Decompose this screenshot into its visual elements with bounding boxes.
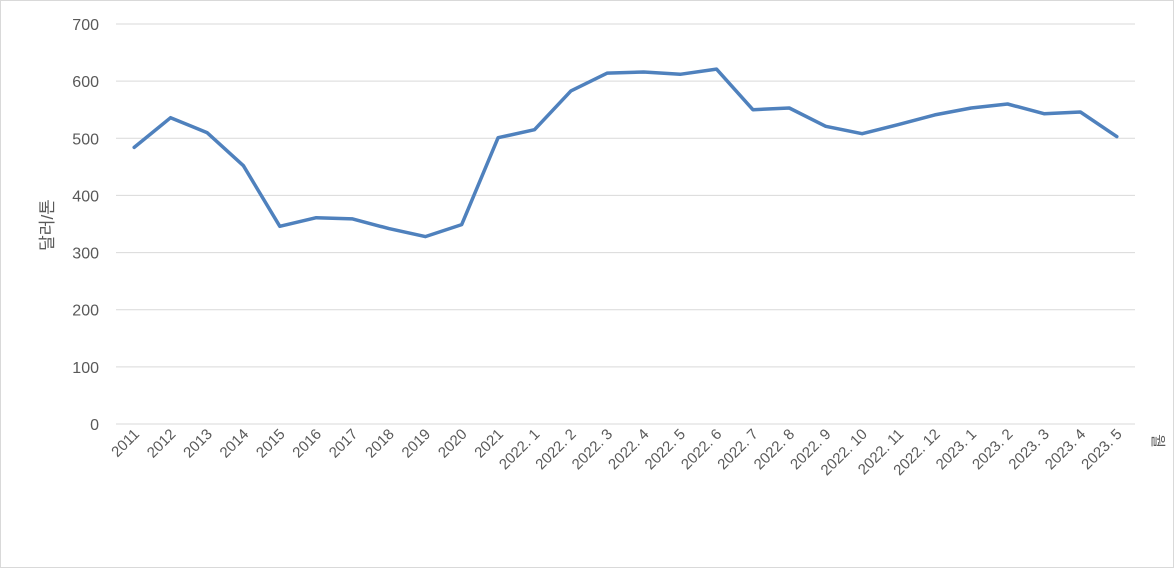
y-tick-label: 400 xyxy=(72,188,99,205)
data-point xyxy=(205,131,208,134)
data-point xyxy=(715,68,718,71)
data-point xyxy=(897,123,900,126)
data-point xyxy=(315,216,318,219)
y-tick-label: 200 xyxy=(72,303,99,320)
x-tick-label: 2017 xyxy=(326,426,362,462)
x-tick-label: 2015 xyxy=(253,426,289,462)
series-group xyxy=(132,67,1119,239)
data-point xyxy=(133,146,136,149)
data-point xyxy=(933,113,936,116)
data-point xyxy=(1006,103,1009,105)
x-tick-label: 2012 xyxy=(144,426,180,462)
data-point xyxy=(642,71,645,73)
data-point xyxy=(387,227,390,230)
data-point xyxy=(861,132,864,135)
y-tick-label: 0 xyxy=(90,417,99,434)
data-point xyxy=(460,223,463,226)
y-tick-label: 500 xyxy=(72,131,99,148)
x-axis-unit-label: 월 xyxy=(1149,434,1166,448)
data-point xyxy=(751,108,754,111)
x-tick-label: 2018 xyxy=(362,426,398,462)
data-point xyxy=(278,225,281,228)
data-point xyxy=(533,128,536,131)
data-point xyxy=(824,125,827,128)
data-point xyxy=(1079,111,1082,113)
y-axis-label: 달러/톤 xyxy=(38,199,57,251)
x-tick-label: 2013 xyxy=(180,426,216,462)
x-tick-label: 2016 xyxy=(289,426,325,462)
data-point xyxy=(1115,135,1118,138)
x-tick-label: 2019 xyxy=(399,426,435,462)
x-tick-label: 2023. 5 xyxy=(1078,426,1125,473)
y-axis-ticks: 0 100 200 300 400 500 600 700 xyxy=(72,17,99,434)
x-tick-label: 2020 xyxy=(435,426,471,462)
data-point xyxy=(497,136,500,139)
data-point xyxy=(606,72,609,75)
y-tick-label: 100 xyxy=(72,360,99,377)
gridlines xyxy=(116,23,1135,425)
data-point xyxy=(351,217,354,220)
data-point xyxy=(169,116,172,119)
data-point xyxy=(424,235,427,238)
x-tick-label: 2011 xyxy=(108,426,143,461)
x-axis-ticks: 2011 2012 2013 2014 2015 2016 2017 2018 2019 2020… xyxy=(108,426,1125,479)
y-tick-label: 700 xyxy=(72,17,99,34)
x-tick-label: 2014 xyxy=(217,426,253,462)
data-point xyxy=(569,89,572,92)
data-point xyxy=(242,164,245,167)
data-point xyxy=(679,73,682,76)
y-tick-label: 600 xyxy=(72,74,99,91)
data-point xyxy=(970,107,973,109)
series-line xyxy=(132,67,1119,239)
y-tick-label: 300 xyxy=(72,246,99,263)
data-point xyxy=(1043,112,1046,115)
data-point xyxy=(788,107,791,109)
